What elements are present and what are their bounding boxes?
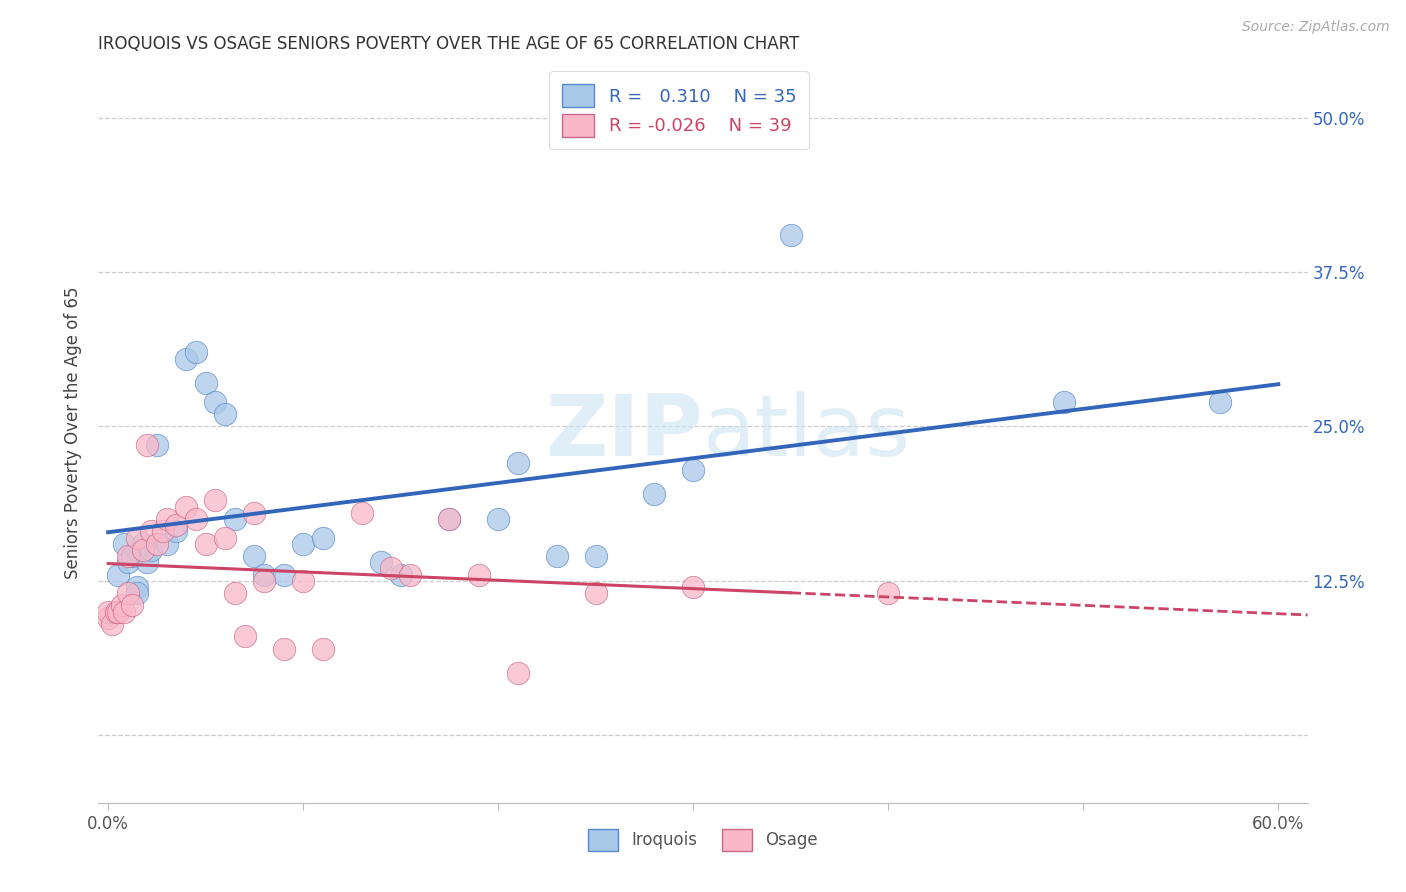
- Point: [273, 567, 295, 582]
- Point: [204, 394, 226, 409]
- Point: [292, 574, 315, 588]
- Point: [643, 487, 665, 501]
- Point: [214, 407, 236, 421]
- Point: [97, 611, 120, 625]
- Text: atlas: atlas: [703, 391, 911, 475]
- Point: [585, 586, 607, 600]
- Point: [174, 500, 197, 514]
- Point: [165, 524, 187, 539]
- Point: [682, 462, 704, 476]
- Point: [467, 567, 489, 582]
- Point: [253, 574, 276, 588]
- Point: [184, 345, 207, 359]
- Point: [121, 599, 143, 613]
- Point: [506, 666, 529, 681]
- Point: [132, 542, 155, 557]
- Text: IROQUOIS VS OSAGE SENIORS POVERTY OVER THE AGE OF 65 CORRELATION CHART: IROQUOIS VS OSAGE SENIORS POVERTY OVER T…: [98, 35, 800, 53]
- Point: [146, 438, 169, 452]
- Point: [312, 641, 335, 656]
- Point: [184, 512, 207, 526]
- Point: [107, 605, 129, 619]
- Point: [439, 512, 461, 526]
- Point: [380, 561, 402, 575]
- Point: [112, 605, 135, 619]
- Point: [243, 549, 266, 563]
- Point: [389, 567, 412, 582]
- Point: [107, 567, 129, 582]
- Text: Source: ZipAtlas.com: Source: ZipAtlas.com: [1241, 20, 1389, 34]
- Point: [224, 586, 246, 600]
- Point: [117, 586, 139, 600]
- Point: [104, 605, 127, 619]
- Point: [111, 599, 134, 613]
- Point: [117, 555, 139, 569]
- Point: [779, 228, 801, 243]
- Point: [439, 512, 461, 526]
- Point: [117, 549, 139, 563]
- Point: [127, 531, 149, 545]
- Point: [165, 518, 187, 533]
- Point: [101, 616, 124, 631]
- Point: [292, 536, 315, 550]
- Point: [136, 555, 159, 569]
- Point: [224, 512, 246, 526]
- Point: [877, 586, 900, 600]
- Point: [194, 536, 217, 550]
- Point: [370, 555, 392, 569]
- Point: [253, 567, 276, 582]
- Point: [682, 580, 704, 594]
- Point: [152, 524, 174, 539]
- Point: [214, 531, 236, 545]
- Point: [112, 536, 135, 550]
- Point: [233, 629, 256, 643]
- Point: [399, 567, 422, 582]
- Point: [506, 457, 529, 471]
- Point: [156, 536, 179, 550]
- Point: [139, 542, 162, 557]
- Point: [585, 549, 607, 563]
- Point: [204, 493, 226, 508]
- Point: [127, 586, 149, 600]
- Text: ZIP: ZIP: [546, 391, 703, 475]
- Point: [546, 549, 568, 563]
- Legend: Iroquois, Osage: Iroquois, Osage: [581, 822, 825, 857]
- Point: [121, 549, 143, 563]
- Point: [1209, 394, 1232, 409]
- Point: [194, 376, 217, 391]
- Point: [127, 580, 149, 594]
- Point: [312, 531, 335, 545]
- Point: [132, 536, 155, 550]
- Point: [243, 506, 266, 520]
- Point: [486, 512, 509, 526]
- Point: [1053, 394, 1076, 409]
- Point: [97, 605, 120, 619]
- Point: [146, 536, 169, 550]
- Y-axis label: Seniors Poverty Over the Age of 65: Seniors Poverty Over the Age of 65: [63, 286, 82, 579]
- Point: [174, 351, 197, 366]
- Point: [350, 506, 373, 520]
- Point: [136, 438, 159, 452]
- Point: [156, 512, 179, 526]
- Point: [273, 641, 295, 656]
- Point: [139, 524, 162, 539]
